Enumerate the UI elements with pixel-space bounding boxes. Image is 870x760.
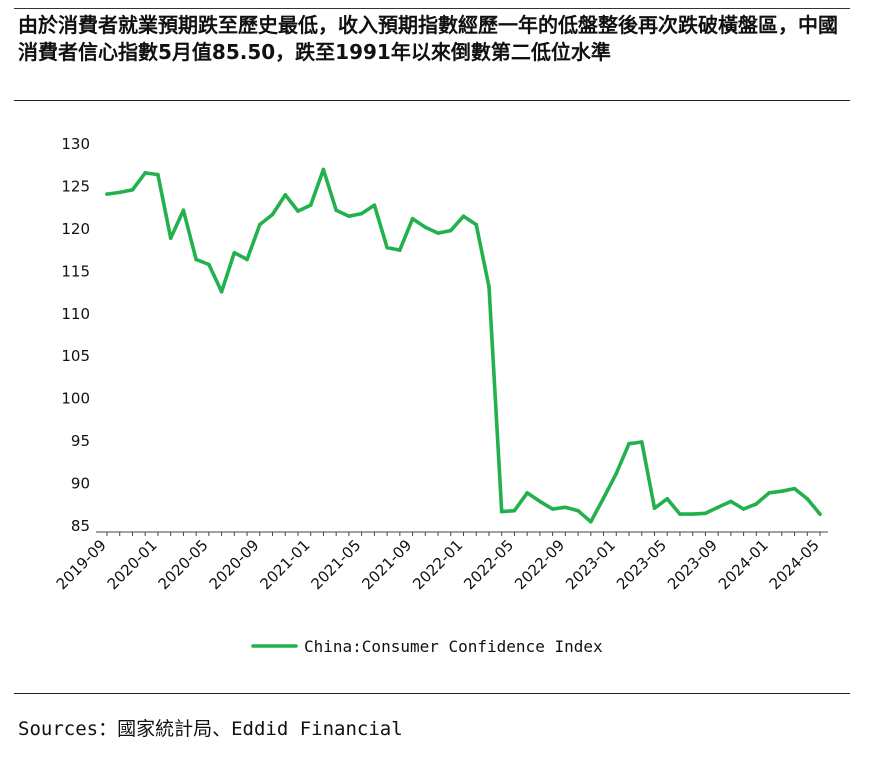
data-point [257, 222, 262, 227]
data-point [678, 512, 682, 516]
data-point [652, 506, 657, 510]
data-point [398, 248, 402, 252]
data-point [219, 289, 224, 294]
data-point [436, 231, 440, 235]
y-tick-label: 95 [71, 432, 90, 450]
data-point [614, 471, 619, 476]
chart-title: 由於消費者就業預期跌至歷史最低，收入預期指數經歷一年的低盤整後再次跌破橫盤區，中… [18, 13, 838, 64]
chart-panel: 130 125 120 115 110 105 100 95 90 85 2019-09 2020-0… [16, 104, 850, 690]
x-tick-label: 2019-09 [53, 536, 110, 593]
y-tick-label: 130 [61, 135, 90, 153]
x-tick-label: 2022-05 [460, 536, 517, 593]
data-point [207, 262, 211, 267]
x-tick-label: 2020-09 [206, 536, 263, 593]
data-point [703, 511, 708, 516]
data-point [639, 440, 644, 444]
data-point [347, 214, 351, 218]
bottom-rule [14, 693, 850, 694]
x-tick-label: 2020-01 [104, 536, 161, 593]
x-tick-label: 2023-01 [562, 536, 619, 593]
y-tick-label: 105 [61, 347, 90, 365]
data-point [729, 499, 733, 504]
data-point [296, 209, 300, 213]
data-point [550, 507, 555, 511]
x-tick-label: 2023-09 [664, 536, 721, 593]
top-rule [14, 8, 850, 9]
data-point [499, 509, 504, 514]
data-point [754, 502, 759, 506]
data-point [448, 228, 453, 233]
data-point [321, 167, 326, 172]
data-point [232, 250, 237, 255]
y-tick-label: 120 [61, 220, 90, 238]
x-tick-label: 2021-05 [307, 536, 364, 593]
data-point [487, 284, 491, 289]
data-point [576, 508, 580, 513]
line-chart: 1301251201151101051009590852019-092020-0… [53, 135, 828, 656]
data-point [359, 211, 364, 216]
x-tick-label: 2022-09 [511, 536, 568, 593]
data-point [690, 512, 695, 516]
data-point [818, 512, 822, 516]
data-point [168, 236, 173, 241]
data-point [270, 212, 275, 217]
data-point [780, 489, 784, 493]
data-point [372, 203, 377, 207]
data-point [792, 486, 797, 491]
y-tick-label: 90 [71, 475, 90, 493]
data-point [474, 222, 479, 227]
data-point [194, 257, 198, 262]
data-point [245, 257, 249, 262]
data-point [767, 491, 771, 495]
data-point [538, 499, 542, 504]
source-note: Sources：國家統計局、Eddid Financial [18, 718, 403, 740]
x-tick-label: 2021-09 [358, 536, 415, 593]
data-point [156, 172, 160, 177]
data-point [589, 519, 593, 524]
data-point [512, 508, 517, 513]
data-point [410, 216, 415, 221]
data-point [601, 496, 606, 500]
data-point [308, 203, 313, 207]
data-point [181, 208, 186, 213]
x-tick-label: 2022-01 [409, 536, 466, 593]
data-point [130, 188, 135, 192]
title-rule [14, 100, 850, 101]
y-tick-label: 85 [71, 517, 90, 535]
data-point [665, 497, 670, 501]
data-point [105, 192, 109, 196]
y-tick-label: 115 [61, 262, 90, 280]
data-point [627, 441, 631, 446]
x-tick-label: 2021-01 [256, 536, 313, 593]
data-point [117, 190, 122, 195]
data-point [423, 225, 428, 229]
data-point [461, 214, 466, 218]
data-point [143, 171, 147, 175]
data-point [716, 505, 720, 510]
data-point [805, 497, 810, 501]
data-point [385, 245, 389, 250]
series-line-consumer-confidence [105, 167, 822, 524]
data-point [334, 208, 338, 213]
y-tick-label: 100 [61, 390, 90, 408]
x-tick-label: 2024-05 [766, 536, 823, 593]
x-tick-label: 2020-05 [155, 536, 212, 593]
y-tick-label: 125 [61, 177, 90, 195]
data-point [741, 507, 746, 511]
x-tick-label: 2023-05 [613, 536, 670, 593]
y-tick-label: 110 [61, 305, 90, 323]
data-point [283, 193, 288, 197]
data-point [563, 505, 568, 510]
data-point [525, 491, 529, 495]
x-tick-label: 2024-01 [715, 536, 772, 593]
legend-label: China:Consumer Confidence Index [304, 637, 603, 656]
